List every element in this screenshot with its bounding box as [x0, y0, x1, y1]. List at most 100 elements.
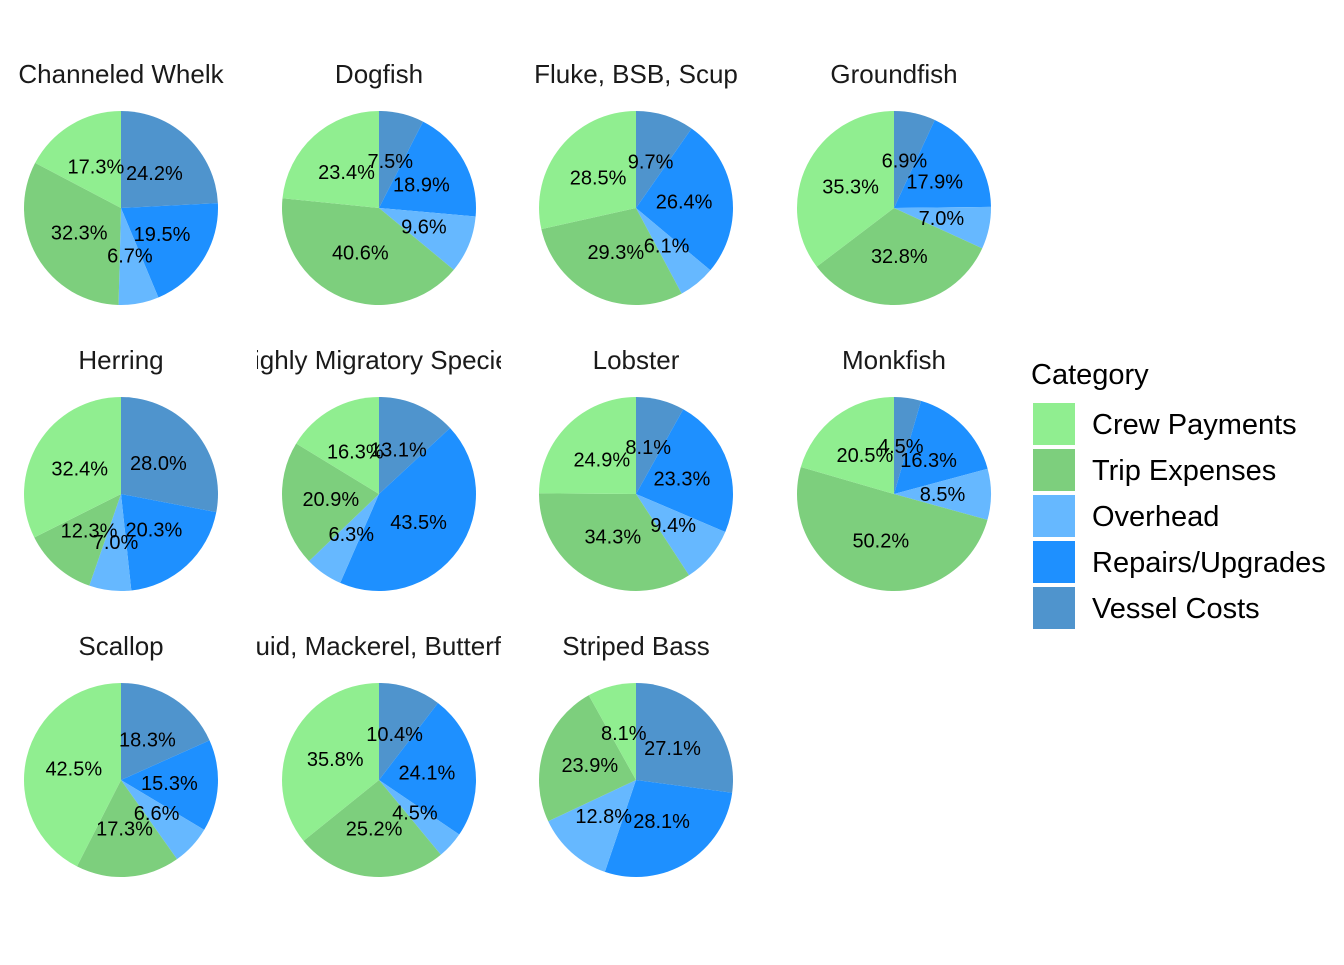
slice-label-overhead: 7.0%	[919, 208, 965, 230]
pie-slice-vessel-costs	[121, 111, 218, 208]
slice-label-vessel-costs: 18.3%	[119, 729, 176, 751]
pie-slice-repairs-upgrades	[636, 128, 734, 271]
pie-slice-vessel-costs	[121, 397, 218, 513]
pie-slice-vessel-costs	[379, 111, 424, 208]
slice-label-crew-payments: 23.4%	[318, 162, 375, 184]
pie-slice-crew-payments	[23, 682, 121, 867]
slice-label-trip-expenses: 40.6%	[332, 243, 389, 265]
slice-label-repairs-upgrades: 28.1%	[633, 811, 690, 833]
legend-label-repairs-upgrades: Repairs/Upgrades	[1092, 547, 1326, 579]
slice-label-overhead: 9.4%	[650, 515, 696, 537]
slice-label-trip-expenses: 25.2%	[346, 818, 403, 840]
pie-panel-squid-mackerel-butterfish: Squid, Mackerel, Butterfish 10.4% 24.1% 4.5…	[257, 631, 501, 878]
pie-panel-herring: Herring 28.0% 20.3%7.0%12.3% 32.4%	[24, 345, 218, 592]
facet-title: Lobster	[593, 345, 680, 375]
pie-slice-trip-expenses	[538, 493, 689, 592]
slice-label-vessel-costs: 7.5%	[368, 151, 414, 173]
slice-label-overhead: 9.6%	[401, 216, 447, 238]
slice-label-repairs-upgrades: 43.5%	[390, 512, 447, 534]
pie-slice-overhead	[379, 780, 460, 855]
pie-slice-crew-payments	[282, 111, 379, 208]
slice-label-repairs-upgrades: 24.1%	[399, 762, 456, 784]
pie-slice-trip-expenses	[281, 198, 454, 306]
pie-panel-highly-migratory-species: Highly Migratory Species 13.1% 43.5% 6.3% 20…	[235, 345, 523, 592]
pie-slice-overhead	[636, 208, 711, 294]
slice-label-overhead: 4.5%	[392, 803, 438, 825]
legend-key-repairs-upgrades	[1033, 541, 1075, 583]
slice-label-crew-payments: 17.3%	[68, 157, 125, 179]
slice-label-vessel-costs: 24.2%	[126, 163, 183, 185]
slice-label-repairs-upgrades: 26.4%	[656, 192, 713, 214]
legend-title: Category	[1031, 359, 1149, 391]
facet-title: Dogfish	[335, 59, 423, 89]
pie-slice-overhead	[121, 780, 205, 860]
slice-label-overhead: 8.5%	[920, 484, 966, 506]
facet-title: Highly Migratory Species	[235, 345, 523, 375]
pie-panel-fluke-bsb-scup: Fluke, BSB, Scup 9.7% 26.4% 6.1%29.3% 28.5%	[534, 59, 738, 305]
slice-label-repairs-upgrades: 23.3%	[654, 468, 711, 490]
pie-slice-trip-expenses	[282, 443, 379, 562]
slice-label-vessel-costs: 27.1%	[644, 738, 701, 760]
pie-slice-crew-payments	[539, 396, 636, 494]
slice-label-overhead: 6.1%	[644, 236, 690, 258]
pie-slice-repairs-upgrades	[379, 121, 476, 217]
pie-slice-trip-expenses	[303, 780, 441, 878]
facet-title: Striped Bass	[562, 631, 709, 661]
slice-label-overhead: 7.0%	[93, 532, 139, 554]
pie-slice-overhead	[379, 208, 476, 270]
slice-label-vessel-costs: 6.9%	[882, 151, 928, 173]
slice-label-overhead: 6.3%	[329, 524, 375, 546]
pie-slice-crew-payments	[296, 397, 379, 494]
pie-slice-repairs-upgrades	[379, 702, 477, 835]
slice-label-repairs-upgrades: 17.9%	[906, 172, 963, 194]
pie-slice-crew-payments	[796, 111, 894, 267]
pie-slice-repairs-upgrades	[604, 780, 733, 878]
facet-title: Monkfish	[842, 345, 946, 375]
slice-label-trip-expenses: 32.8%	[871, 246, 928, 268]
pie-panel-striped-bass: Striped Bass 27.1% 28.1%12.8% 23.9% 8.1%	[538, 631, 734, 878]
legend-key-overhead	[1033, 495, 1075, 537]
slice-label-overhead: 6.7%	[107, 246, 153, 268]
pie-slice-crew-payments	[24, 397, 121, 538]
slice-label-overhead: 12.8%	[575, 806, 632, 828]
pie-slice-vessel-costs	[379, 397, 451, 494]
pie-slice-vessel-costs	[636, 111, 692, 208]
slice-label-trip-expenses: 32.3%	[51, 223, 108, 245]
legend-label-crew-payments: Crew Payments	[1092, 409, 1297, 441]
slice-label-crew-payments: 32.4%	[51, 459, 108, 481]
pie-panel-channeled-whelk: Channeled Whelk 24.2% 19.5%6.7%32.3% 17.3%	[18, 59, 225, 306]
pie-slice-overhead	[308, 494, 379, 583]
slice-label-vessel-costs: 9.7%	[628, 152, 674, 174]
pie-slice-crew-payments	[35, 111, 121, 208]
legend-label-overhead: Overhead	[1092, 501, 1219, 533]
facet-title: Groundfish	[830, 59, 957, 89]
pie-panel-lobster: Lobster 8.1% 23.3% 9.4% 34.3% 24.9%	[538, 345, 733, 592]
slice-label-crew-payments: 20.5%	[837, 445, 894, 467]
slice-label-crew-payments: 8.1%	[601, 723, 647, 745]
pie-slice-crew-payments	[539, 111, 636, 230]
slice-label-trip-expenses: 17.3%	[96, 818, 153, 840]
legend: Category Crew Payments Trip Expenses Overhe…	[1031, 359, 1326, 629]
slice-label-crew-payments: 28.5%	[570, 168, 627, 190]
slice-label-repairs-upgrades: 18.9%	[393, 175, 450, 197]
pie-slice-trip-expenses	[816, 208, 983, 306]
pie-slice-repairs-upgrades	[894, 400, 988, 494]
slice-label-vessel-costs: 8.1%	[625, 437, 671, 459]
pie-slice-vessel-costs	[636, 683, 734, 793]
pie-panel-monkfish: Monkfish 4.5%16.3% 8.5% 50.2% 20.5%	[796, 345, 991, 592]
facet-title: Channeled Whelk	[18, 59, 224, 89]
pie-slice-crew-payments	[281, 683, 379, 841]
pie-slice-overhead	[118, 208, 159, 306]
slice-label-trip-expenses: 34.3%	[584, 527, 641, 549]
pie-slice-repairs-upgrades	[894, 119, 991, 208]
pie-panel-dogfish: Dogfish 7.5%18.9% 9.6% 40.6% 23.4%	[281, 59, 476, 306]
slice-label-trip-expenses: 23.9%	[561, 755, 618, 777]
legend-key-crew-payments	[1033, 403, 1075, 445]
slice-label-trip-expenses: 50.2%	[852, 531, 909, 553]
slice-label-crew-payments: 35.3%	[822, 176, 879, 198]
slice-label-trip-expenses: 20.9%	[302, 489, 359, 511]
pie-slice-crew-payments	[800, 396, 894, 494]
pie-slice-repairs-upgrades	[121, 203, 219, 298]
